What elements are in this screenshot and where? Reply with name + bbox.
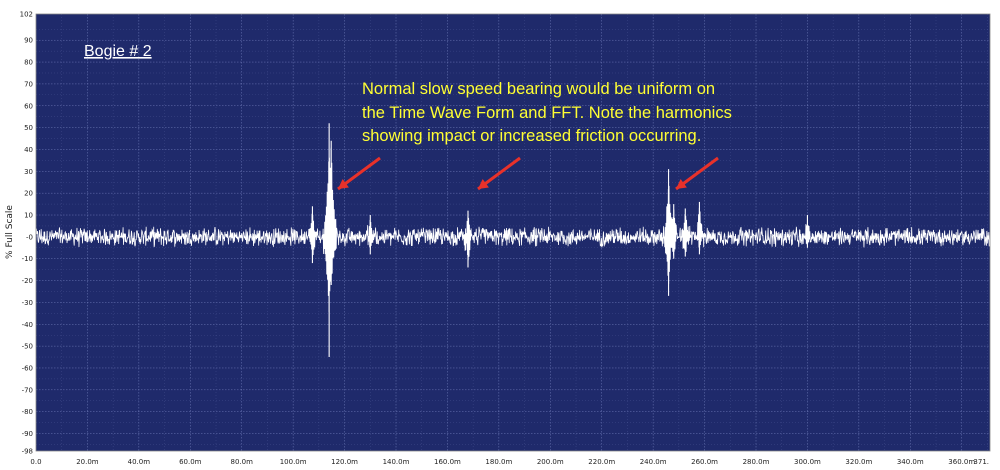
x-tick-label: 220.0m [588,458,615,466]
grid-lines [36,14,990,451]
y-tick-label: -40 [22,321,33,329]
y-tick-label: 40 [24,146,33,154]
y-tick-label: -30 [22,299,33,307]
x-axis-ticks: 0.0 20.0m 40.0m 60.0m 80.0m 100.0m 120.0m 140.0… [30,458,989,466]
plot-area [36,14,990,451]
x-tick-label: 60.0m [179,458,202,466]
x-tick-label: 300.0m [794,458,821,466]
y-tick-label: -20 [22,277,33,285]
x-tick-label: 340.0m [897,458,924,466]
y-tick-label: -90 [22,430,33,438]
waveform-trace [35,123,991,358]
y-tick-label: 30 [24,168,33,176]
annotation-arrows [337,156,719,191]
x-tick-label: 240.0m [640,458,667,466]
y-axis-ticks: 102 90 80 70 60 50 40 30 20 10 -0 -10 -20 -30 -40 -50 -6… [20,11,33,456]
x-tick-label: 40.0m [128,458,151,466]
x-tick-label: 160.0m [434,458,461,466]
x-tick-label: 280.0m [743,458,770,466]
x-tick-label: 100.0m [280,458,307,466]
note-line-3: showing impact or increased friction occ… [362,127,701,145]
x-tick-label: 80.0m [231,458,254,466]
x-tick-label: 180.0m [485,458,512,466]
bogie-label: Bogie # 2 [84,43,152,60]
y-axis-title: % Full Scale [5,205,15,259]
y-tick-label: -70 [22,386,33,394]
y-tick-label: -98 [22,448,33,456]
note-line-1: Normal slow speed bearing would be unifo… [362,80,715,98]
x-tick-label: 371. [973,458,989,466]
y-tick-label: 50 [24,124,33,132]
y-tick-label: -10 [22,255,33,263]
y-tick-label: -60 [22,364,33,372]
annotation-note: Normal slow speed bearing would be unifo… [362,80,732,145]
y-tick-label: 20 [24,190,33,198]
x-tick-label: 140.0m [383,458,410,466]
x-tick-label: 320.0m [845,458,872,466]
y-tick-label: 90 [24,37,33,45]
y-tick-label: 70 [24,80,33,88]
arrow-head [478,179,489,189]
y-tick-label: -50 [22,343,33,351]
x-tick-label: 20.0m [76,458,99,466]
note-line-2: the Time Wave Form and FFT. Note the har… [362,104,732,122]
x-tick-label: 260.0m [691,458,718,466]
y-tick-label: 10 [24,212,33,220]
plot-border [35,13,991,452]
x-tick-label: 120.0m [331,458,358,466]
y-tick-label: -80 [22,408,33,416]
y-tick-label: 102 [20,11,33,19]
arrow-head [338,179,349,189]
waveform-line [35,147,991,313]
y-tick-label: -0 [26,233,33,241]
arrow-head [676,179,687,189]
y-tick-label: 80 [24,59,33,67]
x-tick-label: 360.0m [948,458,975,466]
x-tick-label: 0.0 [30,458,41,466]
y-tick-label: 60 [24,102,33,110]
x-tick-label: 200.0m [537,458,564,466]
